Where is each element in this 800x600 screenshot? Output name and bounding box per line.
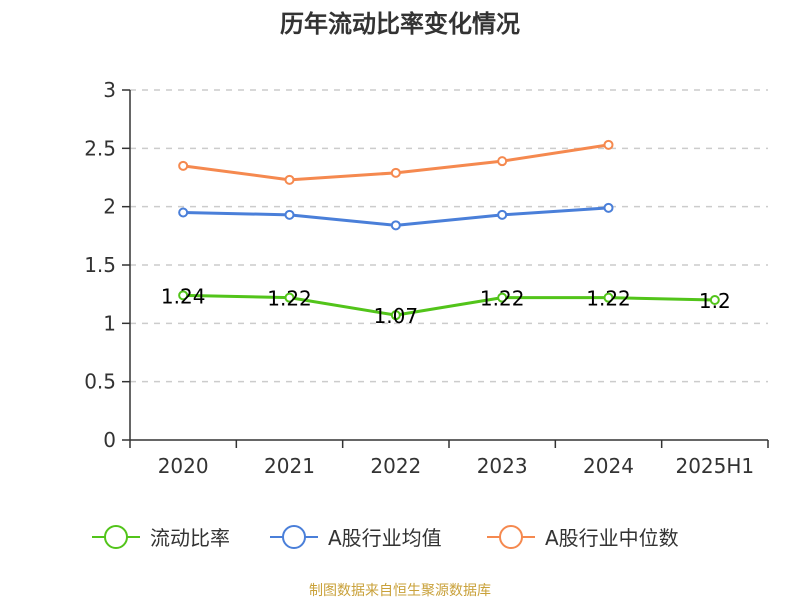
data-labels: 1.24 1.22 1.07 1.22 1.22 1.2 xyxy=(161,284,731,328)
series-lines xyxy=(178,139,720,321)
x-tick-label: 2023 xyxy=(477,454,528,478)
y-tick-label: 2 xyxy=(103,195,116,219)
data-point xyxy=(284,292,295,303)
y-tick-label: 3 xyxy=(103,78,116,102)
legend-marker-icon xyxy=(499,525,523,549)
data-point xyxy=(390,167,401,178)
data-point xyxy=(284,209,295,220)
data-point xyxy=(497,292,508,303)
data-label: 1.07 xyxy=(374,304,419,328)
chart-title: 历年流动比率变化情况 xyxy=(280,10,520,38)
data-point xyxy=(390,220,401,231)
x-tick-label: 2022 xyxy=(370,454,421,478)
y-tick-label: 1.5 xyxy=(84,253,116,277)
data-point xyxy=(497,156,508,167)
legend-label: 流动比率 xyxy=(150,526,230,550)
data-point xyxy=(178,160,189,171)
y-tick-label: 0.5 xyxy=(84,370,116,394)
data-point xyxy=(603,202,614,213)
series-line xyxy=(183,293,715,317)
data-point xyxy=(603,292,614,303)
y-tick-label: 1 xyxy=(103,311,116,335)
legend-item[interactable]: A股行业均值 xyxy=(270,525,442,550)
source-note: 制图数据来自恒生聚源数据库 xyxy=(309,583,491,599)
x-tick-label: 2025H1 xyxy=(675,454,754,478)
legend-marker-icon xyxy=(282,525,306,549)
x-tick-label: 2024 xyxy=(583,454,634,478)
data-point xyxy=(178,207,189,218)
legend-item[interactable]: 流动比率 xyxy=(92,525,230,550)
legend-label: A股行业中位数 xyxy=(545,526,679,550)
y-tick-label: 2.5 xyxy=(84,136,116,160)
grid-lines xyxy=(130,89,768,383)
data-point xyxy=(497,209,508,220)
x-tick-label: 2020 xyxy=(158,454,209,478)
data-point xyxy=(178,290,189,301)
data-label: 1.22 xyxy=(267,287,312,311)
data-label: 1.24 xyxy=(161,284,206,308)
axes: 0 0.5 1 1.5 2 2.5 3 2020 2021 2022 2023 2024 2025H1 xyxy=(84,78,769,478)
data-label: 1.22 xyxy=(480,287,525,311)
legend-item[interactable]: A股行业中位数 xyxy=(487,525,679,550)
data-point xyxy=(390,310,401,321)
data-point xyxy=(603,139,614,150)
data-point xyxy=(284,174,295,185)
legend-label: A股行业均值 xyxy=(328,526,442,550)
data-label: 1.2 xyxy=(699,289,731,313)
legend-marker-icon xyxy=(104,525,128,549)
data-label: 1.22 xyxy=(586,287,631,311)
y-tick-label: 0 xyxy=(103,428,116,452)
x-tick-label: 2021 xyxy=(264,454,315,478)
legend[interactable]: 流动比率 A股行业均值 A股行业中位数 xyxy=(92,525,679,550)
data-point xyxy=(709,295,720,305)
